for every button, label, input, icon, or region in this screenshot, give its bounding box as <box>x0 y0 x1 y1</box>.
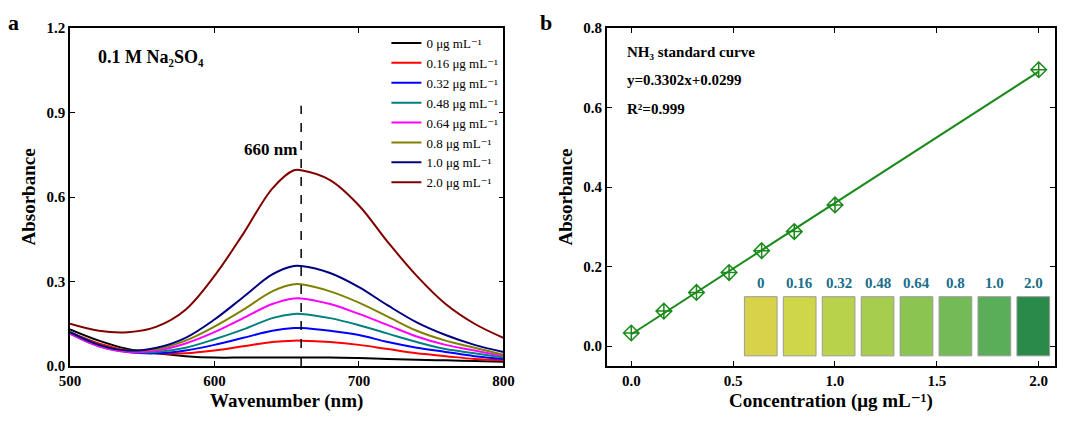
svg-text:a: a <box>8 10 19 35</box>
svg-text:0.48: 0.48 <box>865 275 891 291</box>
svg-text:0 μg mL⁻¹: 0 μg mL⁻¹ <box>426 36 481 51</box>
svg-text:0.0: 0.0 <box>47 358 66 374</box>
svg-text:2.0 μg mL⁻¹: 2.0 μg mL⁻¹ <box>426 175 491 190</box>
svg-text:0.2: 0.2 <box>583 259 602 275</box>
svg-text:0.8: 0.8 <box>583 20 602 36</box>
svg-text:0.64 μg mL⁻¹: 0.64 μg mL⁻¹ <box>426 116 498 131</box>
svg-text:0.3: 0.3 <box>47 274 66 290</box>
svg-text:R²=0.999: R²=0.999 <box>627 101 685 117</box>
svg-text:Absorbance: Absorbance <box>18 148 39 245</box>
svg-text:0.16 μg mL⁻¹: 0.16 μg mL⁻¹ <box>426 56 498 71</box>
svg-text:1.0: 1.0 <box>985 275 1004 291</box>
svg-text:0.6: 0.6 <box>583 100 602 116</box>
svg-text:0.8 μg mL⁻¹: 0.8 μg mL⁻¹ <box>426 136 491 151</box>
svg-text:660 nm: 660 nm <box>244 140 297 159</box>
svg-text:0.32: 0.32 <box>826 275 852 291</box>
svg-text:0.48 μg mL⁻¹: 0.48 μg mL⁻¹ <box>426 96 498 111</box>
svg-text:Absorbance: Absorbance <box>555 148 576 245</box>
svg-text:0.4: 0.4 <box>583 179 602 195</box>
svg-text:800: 800 <box>492 373 515 389</box>
svg-text:0.8: 0.8 <box>946 275 965 291</box>
svg-text:0.32 μg mL⁻¹: 0.32 μg mL⁻¹ <box>426 76 498 91</box>
svg-text:500: 500 <box>59 373 82 389</box>
svg-text:2.0: 2.0 <box>1024 275 1043 291</box>
svg-text:700: 700 <box>348 373 371 389</box>
svg-text:Concentration (μg mL⁻¹): Concentration (μg mL⁻¹) <box>729 390 933 412</box>
svg-text:0.0: 0.0 <box>622 373 641 389</box>
svg-text:600: 600 <box>203 373 226 389</box>
svg-text:0.5: 0.5 <box>724 373 743 389</box>
svg-text:0.1 M Na₂SO₄: 0.1 M Na₂SO₄ <box>98 47 204 67</box>
svg-text:1.0: 1.0 <box>826 373 845 389</box>
svg-text:0.64: 0.64 <box>903 275 930 291</box>
svg-text:0.6: 0.6 <box>47 189 66 205</box>
svg-text:0.16: 0.16 <box>786 275 813 291</box>
svg-text:0: 0 <box>757 275 765 291</box>
svg-text:2.0: 2.0 <box>1029 373 1048 389</box>
svg-text:0.0: 0.0 <box>583 338 602 354</box>
svg-text:0.9: 0.9 <box>47 105 66 121</box>
svg-text:y=0.3302x+0.0299: y=0.3302x+0.0299 <box>627 72 742 88</box>
svg-text:1.2: 1.2 <box>47 20 66 36</box>
svg-text:1.0 μg mL⁻¹: 1.0 μg mL⁻¹ <box>426 155 491 170</box>
svg-text:1.5: 1.5 <box>927 373 946 389</box>
svg-text:NH₃ standard curve: NH₃ standard curve <box>627 44 755 60</box>
svg-text:Wavenumber (nm): Wavenumber (nm) <box>210 390 363 412</box>
svg-text:b: b <box>540 10 552 35</box>
